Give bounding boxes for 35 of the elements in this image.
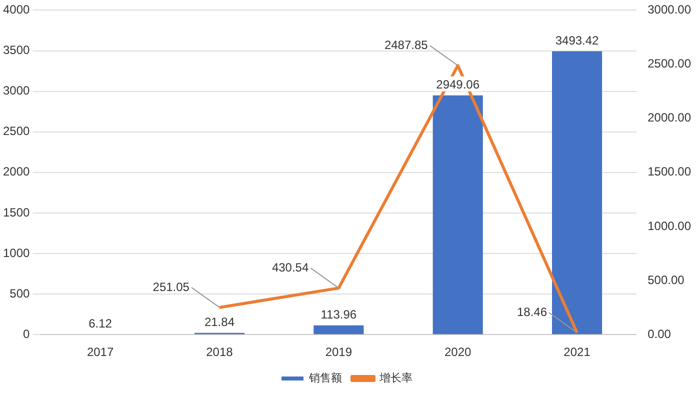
y-tick-label: 3000 <box>2 84 30 98</box>
data-label: 113.96 <box>320 308 357 322</box>
y-tick-label: 500 <box>10 286 30 300</box>
y2-tick-label: 1000.00 <box>648 218 692 233</box>
y2-tick-label: 2000.00 <box>648 110 692 125</box>
legend-label: 增长率 <box>378 372 412 385</box>
y-tick-label: 4000 <box>2 2 30 17</box>
bar <box>314 325 364 334</box>
y-tick-label: 1500 <box>2 205 30 220</box>
data-label: 430.54 <box>272 260 309 274</box>
y-tick-label: 2000 <box>2 164 30 179</box>
data-label: 2949.06 <box>436 78 480 92</box>
x-tick-label: 2019 <box>325 345 352 360</box>
y-tick-label: 0 <box>23 326 30 341</box>
y-tick-label: 1000 <box>2 246 30 260</box>
y2-tick-label: 1500.00 <box>648 164 692 179</box>
y2-tick-label: 3000.00 <box>648 2 692 17</box>
data-label: 6.12 <box>88 316 112 330</box>
y2-tick-label: 0.00 <box>648 326 672 341</box>
data-label: 18.46 <box>517 304 548 319</box>
data-label: 21.84 <box>204 315 235 330</box>
bar <box>432 95 483 334</box>
x-tick-label: 2017 <box>86 345 114 360</box>
data-label: 2487.85 <box>384 38 428 52</box>
y-tick-label: 3500 <box>2 43 30 58</box>
y-tick-label: 2500 <box>2 124 30 138</box>
y2-tick-label: 500.00 <box>648 272 685 287</box>
y2-tick-label: 2500.00 <box>648 56 692 71</box>
data-label: 251.05 <box>152 280 190 294</box>
legend-label: 销售额 <box>308 372 342 385</box>
x-tick-label: 2018 <box>206 345 234 360</box>
data-label: 3493.42 <box>555 34 600 48</box>
bar <box>552 51 602 334</box>
x-tick-label: 2020 <box>444 345 472 360</box>
x-tick-label: 2021 <box>564 345 591 360</box>
